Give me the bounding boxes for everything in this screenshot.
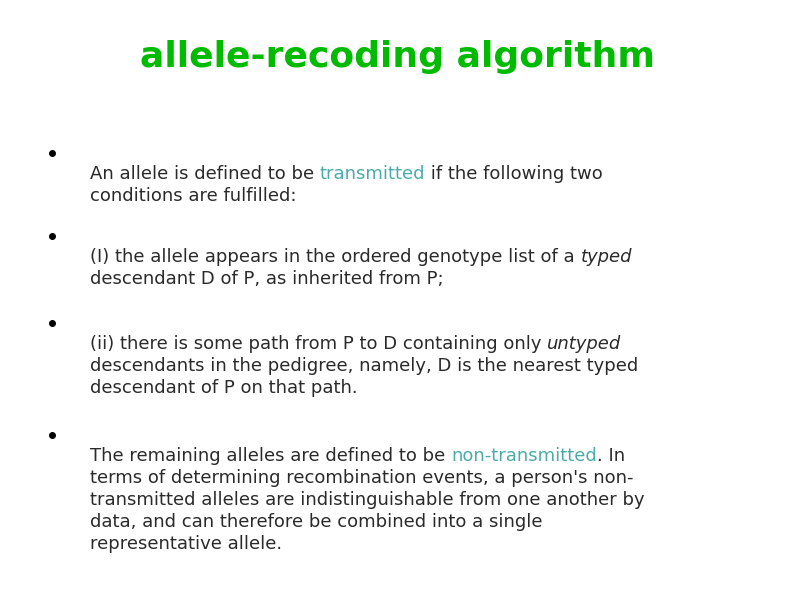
- Text: if the following two: if the following two: [426, 165, 603, 183]
- Text: typed: typed: [580, 248, 632, 266]
- Text: data, and can therefore be combined into a single: data, and can therefore be combined into…: [90, 513, 542, 531]
- Text: conditions are fulfilled:: conditions are fulfilled:: [90, 187, 296, 205]
- Text: untyped: untyped: [547, 335, 622, 353]
- Text: descendants in the pedigree, namely, D is the nearest typed: descendants in the pedigree, namely, D i…: [90, 357, 638, 375]
- Text: descendant of P on that path.: descendant of P on that path.: [90, 379, 357, 397]
- Text: descendant D of P, as inherited from P;: descendant D of P, as inherited from P;: [90, 270, 444, 288]
- Text: . In: . In: [597, 447, 625, 465]
- Text: transmitted: transmitted: [320, 165, 426, 183]
- Text: An allele is defined to be: An allele is defined to be: [90, 165, 320, 183]
- Text: (I) the allele appears in the ordered genotype list of a: (I) the allele appears in the ordered ge…: [90, 248, 580, 266]
- Text: (ii) there is some path from P to D containing only: (ii) there is some path from P to D cont…: [90, 335, 547, 353]
- Text: non-transmitted: non-transmitted: [451, 447, 597, 465]
- Text: allele-recoding algorithm: allele-recoding algorithm: [140, 40, 654, 74]
- Text: terms of determining recombination events, a person's non-: terms of determining recombination event…: [90, 469, 634, 487]
- Text: representative allele.: representative allele.: [90, 535, 282, 553]
- Text: transmitted alleles are indistinguishable from one another by: transmitted alleles are indistinguishabl…: [90, 491, 645, 509]
- Text: The remaining alleles are defined to be: The remaining alleles are defined to be: [90, 447, 451, 465]
